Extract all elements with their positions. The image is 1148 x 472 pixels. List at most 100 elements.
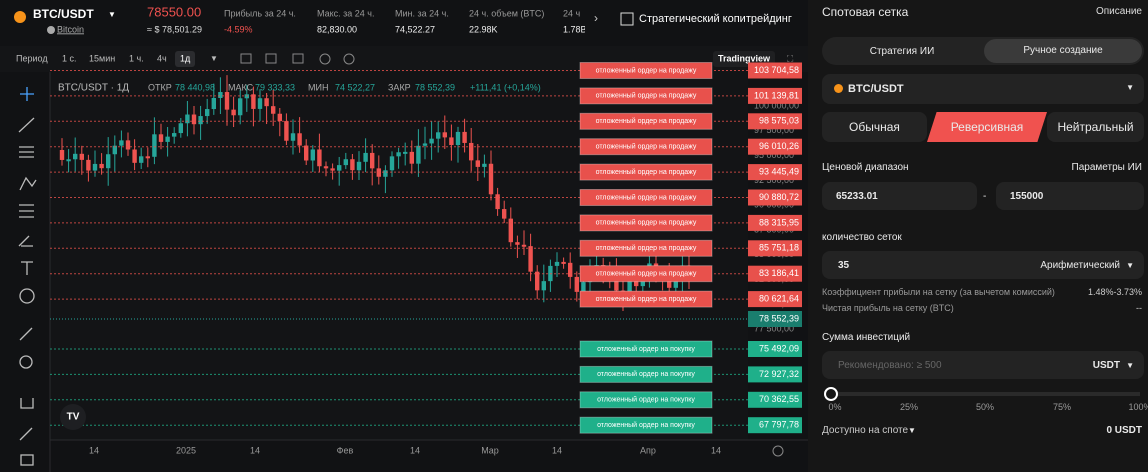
price: 78550.00 — [147, 4, 201, 19]
candle-body — [152, 134, 157, 157]
ai-params[interactable]: Параметры ИИ — [1071, 162, 1142, 173]
description[interactable]: Описание — [1095, 6, 1142, 17]
arrow[interactable]: › — [594, 11, 598, 25]
order-label: отложенный ордер на продажу — [596, 244, 697, 252]
period: Период — [16, 53, 48, 63]
order-label: отложенный ордер на продажу — [596, 295, 697, 303]
interval[interactable]: 1 с. — [62, 53, 77, 63]
candle-body — [66, 159, 71, 162]
candle-body — [205, 109, 210, 117]
candle-body — [422, 143, 428, 146]
interval[interactable]: 15мин — [89, 53, 115, 63]
current-box — [748, 311, 802, 327]
order-box — [579, 87, 713, 105]
settings-icon[interactable] — [772, 445, 784, 457]
candle-body — [568, 262, 573, 277]
range-low-input[interactable]: 65233.01 — [822, 182, 977, 210]
invest-placeholder: Рекомендовано: ≥ 500 — [838, 360, 942, 371]
x-tick-label: 2025 — [176, 445, 196, 455]
mode-active[interactable]: Реверсивная — [927, 112, 1047, 142]
range-low: 65233.01 — [836, 191, 878, 202]
mode[interactable]: Обычная — [822, 112, 927, 142]
grid-mode[interactable]: Арифметический — [1040, 260, 1120, 271]
slider-label: 50% — [975, 402, 994, 412]
candle-body — [337, 165, 342, 171]
x-tick-label: 14 — [250, 445, 260, 455]
candle-body — [284, 121, 289, 141]
price-box — [748, 189, 802, 206]
invest-currency[interactable]: USDT — [1092, 360, 1120, 371]
order-box — [579, 416, 713, 434]
order-label: отложенный ордер на продажу — [596, 66, 697, 74]
candle-body — [106, 154, 111, 169]
order-label: отложенный ордер на продажу — [596, 193, 697, 201]
price-label: 67 797,78 — [759, 420, 799, 430]
price-box — [748, 138, 802, 155]
candle-body — [482, 163, 487, 167]
candle-body — [502, 209, 507, 219]
profit-value: 1.48%-3.73% — [1087, 287, 1142, 297]
order-label: отложенный ордер на покупку — [597, 345, 695, 353]
current-price: 78 552,39 — [759, 313, 799, 323]
order-label: отложенный ордер на продажу — [596, 270, 697, 278]
interval[interactable]: 1 ч. — [129, 53, 144, 63]
price-label: 90 880,72 — [759, 192, 799, 202]
candle-body — [436, 132, 441, 139]
interval-caret[interactable]: ▼ — [210, 54, 218, 63]
candle-body — [554, 261, 560, 266]
price-label: 85 751,18 — [759, 243, 799, 253]
x-tick-label: 14 — [89, 445, 99, 455]
slider-thumb[interactable] — [824, 387, 838, 401]
chart-area: BTC/USDT ▼ Bitcoin 78550.00 ≈ $ 78,501.2… — [14, 4, 808, 472]
pair-select[interactable]: BTC/USDT ▼ — [822, 74, 1144, 104]
candle-body — [231, 109, 236, 116]
candle-body — [614, 275, 619, 291]
grid-count-label: количество сеток — [822, 232, 902, 243]
mode[interactable]: Нейтральный — [1047, 112, 1144, 142]
order-box — [579, 391, 713, 409]
tradingview[interactable]: Tradingview — [718, 53, 771, 63]
candle-body — [112, 145, 117, 155]
order-box — [579, 112, 713, 130]
interval-active — [175, 51, 195, 67]
price-label: 72 927,32 — [759, 369, 799, 379]
order-label: отложенный ордер на продажу — [596, 219, 697, 227]
candle-body — [277, 113, 282, 122]
price-label: 75 492,09 — [759, 343, 799, 353]
interval[interactable]: 4ч — [157, 53, 167, 63]
stat-label: Прибыль за 24 ч. — [224, 8, 296, 18]
copytrade[interactable]: Стратегический копитрейдинг — [639, 13, 792, 25]
range-high-input[interactable]: 155000 — [996, 182, 1144, 210]
tab-active[interactable]: Ручное создание — [984, 39, 1142, 63]
candle-body — [317, 149, 322, 167]
interval[interactable]: 1д — [180, 53, 191, 63]
x-tick-label: Апр — [640, 445, 656, 455]
price-box — [748, 62, 802, 79]
candle-body — [409, 151, 414, 164]
price-box — [748, 417, 802, 434]
price-box — [748, 291, 802, 308]
candle-body — [132, 149, 137, 163]
candle-body — [198, 116, 203, 125]
price-label: 93 445,49 — [759, 166, 799, 176]
tab[interactable]: Стратегия ИИ — [869, 46, 935, 57]
stat-value: 74,522.27 — [395, 24, 435, 34]
caret: ▼ — [1126, 83, 1134, 92]
caret: ▼ — [908, 426, 916, 435]
slider-label: 25% — [899, 402, 918, 412]
fullscreen[interactable]: ⛶ — [786, 53, 794, 63]
price-label: 83 186,41 — [759, 268, 799, 278]
candle-body — [383, 170, 388, 177]
order-label: отложенный ордер на покупку — [597, 370, 695, 378]
candle-body — [475, 160, 480, 167]
x-tick-label: 14 — [410, 445, 420, 455]
candle-body — [165, 136, 170, 142]
candle-body — [455, 131, 461, 146]
candle-body — [59, 150, 65, 160]
slider-label: 75% — [1052, 402, 1071, 412]
invest-input[interactable]: Рекомендовано: ≥ 500 USDT ▼ — [822, 351, 1144, 379]
pair: BTC/USDT — [848, 83, 904, 95]
coin[interactable]: Bitcoin — [57, 24, 84, 34]
grid-input[interactable]: 35 Арифметический ▼ — [822, 251, 1144, 279]
stat-label: 24 ч — [563, 8, 581, 18]
